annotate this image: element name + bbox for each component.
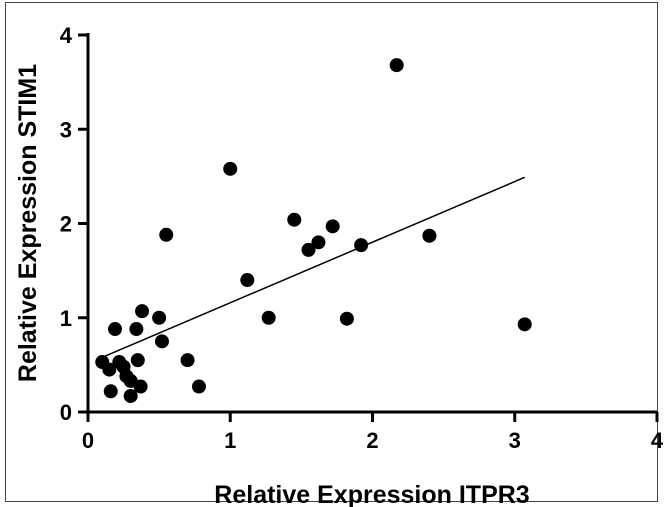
data-point — [108, 322, 123, 337]
x-tick-label: 0 — [82, 428, 94, 453]
data-point — [354, 238, 369, 253]
data-point — [103, 384, 118, 399]
data-point — [180, 353, 195, 368]
x-tick-label: 4 — [651, 428, 664, 453]
data-point — [339, 311, 354, 326]
axes-group — [86, 33, 657, 414]
fit-line — [101, 176, 526, 359]
data-point — [240, 273, 255, 288]
data-point — [261, 310, 276, 325]
data-point — [154, 334, 169, 349]
data-point — [159, 227, 174, 242]
data-point — [422, 228, 437, 243]
x-tick-label: 1 — [224, 428, 236, 453]
y-tick-label: 3 — [60, 117, 72, 142]
data-point — [191, 379, 206, 394]
x-tick-label: 2 — [366, 428, 378, 453]
data-point — [130, 353, 145, 368]
data-point — [102, 362, 117, 377]
data-point — [223, 161, 238, 176]
y-axis-title: Relative Expression STIM1 — [14, 64, 42, 382]
points-group — [95, 58, 532, 403]
x-tick-label: 3 — [509, 428, 521, 453]
fit-group — [101, 176, 526, 359]
data-point — [287, 212, 302, 227]
data-point — [301, 242, 316, 257]
y-tick-label: 4 — [60, 23, 73, 48]
y-tick-label: 1 — [60, 306, 72, 331]
data-point — [517, 317, 532, 332]
data-point — [325, 219, 340, 234]
data-point — [311, 235, 326, 250]
data-point — [135, 304, 150, 319]
chart-frame — [5, 2, 658, 502]
x-axis-title: Relative Expression ITPR3 — [214, 481, 529, 507]
data-point — [389, 58, 404, 73]
data-point — [129, 322, 144, 337]
ticks-group: 0 1 2 3 4 0 1 2 3 4 — [60, 23, 664, 453]
data-point — [152, 310, 167, 325]
y-tick-label: 2 — [60, 212, 72, 237]
y-tick-label: 0 — [60, 400, 72, 425]
data-point — [123, 388, 138, 403]
data-point — [133, 379, 148, 394]
